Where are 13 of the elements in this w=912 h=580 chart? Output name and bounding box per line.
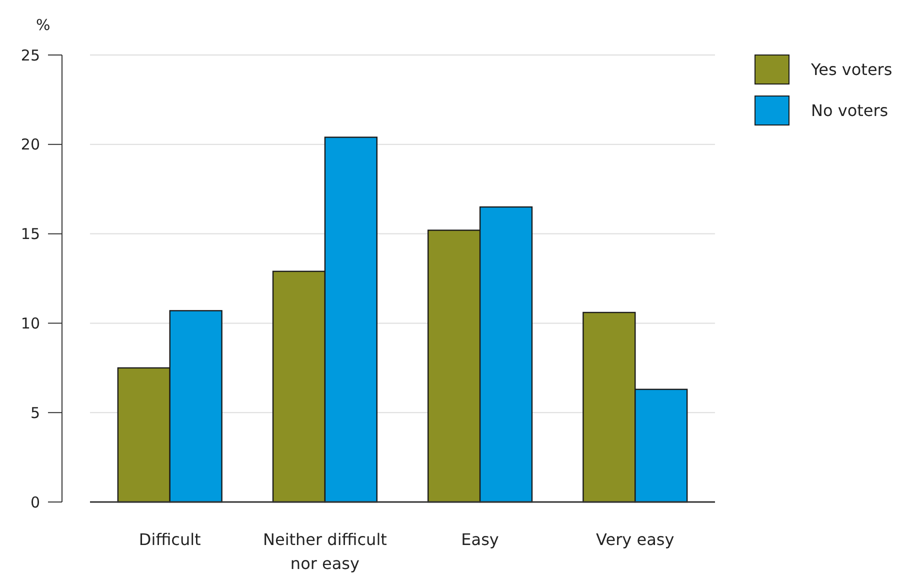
y-tick-label: 25 <box>20 46 40 64</box>
x-tick-label: Difficult <box>138 530 201 549</box>
y-tick-label: 15 <box>20 225 40 244</box>
x-tick-label: Neither difficult nor easy <box>263 530 387 573</box>
y-tick-label: 20 <box>20 136 40 154</box>
x-tick-label: Very easy <box>596 530 674 549</box>
y-tick-label: 0 <box>30 493 40 512</box>
x-tick-label: Easy <box>461 530 499 549</box>
y-tick-label: 5 <box>30 404 40 422</box>
legend-label: No voters <box>811 101 888 120</box>
y-axis-title: % <box>36 16 50 34</box>
y-tick-label: 10 <box>20 314 40 332</box>
legend-label: Yes voters <box>810 60 892 80</box>
